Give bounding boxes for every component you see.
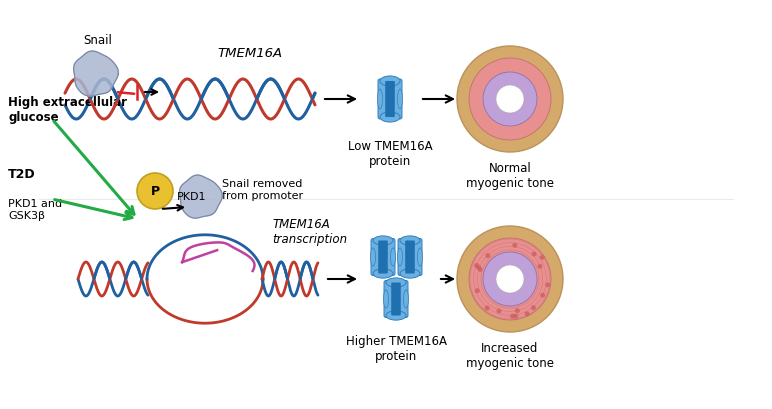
Text: Higher TMEM16A
protein: Higher TMEM16A protein [346, 334, 446, 362]
Circle shape [537, 264, 543, 269]
Circle shape [532, 252, 537, 257]
Text: TMEM16A
transcription: TMEM16A transcription [272, 218, 347, 245]
Text: P: P [151, 185, 160, 198]
FancyBboxPatch shape [384, 281, 408, 318]
Circle shape [540, 255, 545, 260]
Ellipse shape [391, 248, 395, 266]
Circle shape [513, 243, 517, 248]
Text: PKD1 and
GSK3β: PKD1 and GSK3β [8, 199, 62, 220]
Ellipse shape [398, 90, 402, 110]
Ellipse shape [373, 269, 393, 279]
Circle shape [515, 308, 520, 313]
Circle shape [474, 263, 479, 268]
Circle shape [483, 73, 537, 127]
Circle shape [457, 227, 563, 332]
Circle shape [525, 312, 530, 317]
Circle shape [457, 47, 563, 153]
Circle shape [475, 288, 479, 294]
Ellipse shape [400, 236, 420, 245]
Text: PKD1: PKD1 [177, 191, 206, 202]
Text: T2D: T2D [8, 168, 36, 181]
Circle shape [478, 267, 482, 272]
Text: Normal
myogenic tone: Normal myogenic tone [466, 162, 554, 189]
Text: Snail removed
from promoter: Snail removed from promoter [222, 179, 303, 200]
Polygon shape [73, 52, 118, 97]
Text: Snail: Snail [83, 34, 113, 47]
Polygon shape [180, 175, 222, 218]
Ellipse shape [398, 248, 402, 266]
Ellipse shape [386, 278, 406, 288]
Ellipse shape [373, 236, 393, 245]
Circle shape [531, 306, 536, 310]
Circle shape [486, 254, 490, 258]
Text: TMEM16A: TMEM16A [218, 47, 283, 61]
Circle shape [483, 252, 537, 306]
Circle shape [137, 173, 173, 209]
Ellipse shape [371, 248, 375, 266]
Ellipse shape [418, 248, 422, 266]
FancyBboxPatch shape [398, 239, 422, 276]
Ellipse shape [400, 269, 420, 279]
Text: Low TMEM16A
protein: Low TMEM16A protein [347, 139, 432, 168]
Ellipse shape [404, 290, 408, 308]
Text: Increased
myogenic tone: Increased myogenic tone [466, 341, 554, 369]
Ellipse shape [386, 311, 406, 320]
Circle shape [540, 293, 545, 298]
Circle shape [469, 59, 551, 141]
Circle shape [496, 265, 524, 293]
FancyBboxPatch shape [371, 239, 395, 276]
Circle shape [469, 238, 551, 320]
FancyBboxPatch shape [405, 241, 415, 274]
FancyBboxPatch shape [378, 80, 402, 120]
Circle shape [496, 309, 502, 314]
Ellipse shape [384, 290, 388, 308]
FancyBboxPatch shape [378, 241, 388, 274]
Ellipse shape [378, 90, 382, 110]
Circle shape [513, 314, 518, 319]
Circle shape [496, 86, 524, 114]
Circle shape [510, 314, 515, 319]
FancyBboxPatch shape [385, 82, 394, 118]
Ellipse shape [380, 77, 400, 87]
Circle shape [485, 306, 489, 311]
Text: High extracellular
glucose: High extracellular glucose [8, 96, 127, 124]
Ellipse shape [380, 113, 400, 123]
Circle shape [476, 265, 481, 270]
Circle shape [545, 283, 550, 288]
FancyBboxPatch shape [391, 283, 401, 316]
